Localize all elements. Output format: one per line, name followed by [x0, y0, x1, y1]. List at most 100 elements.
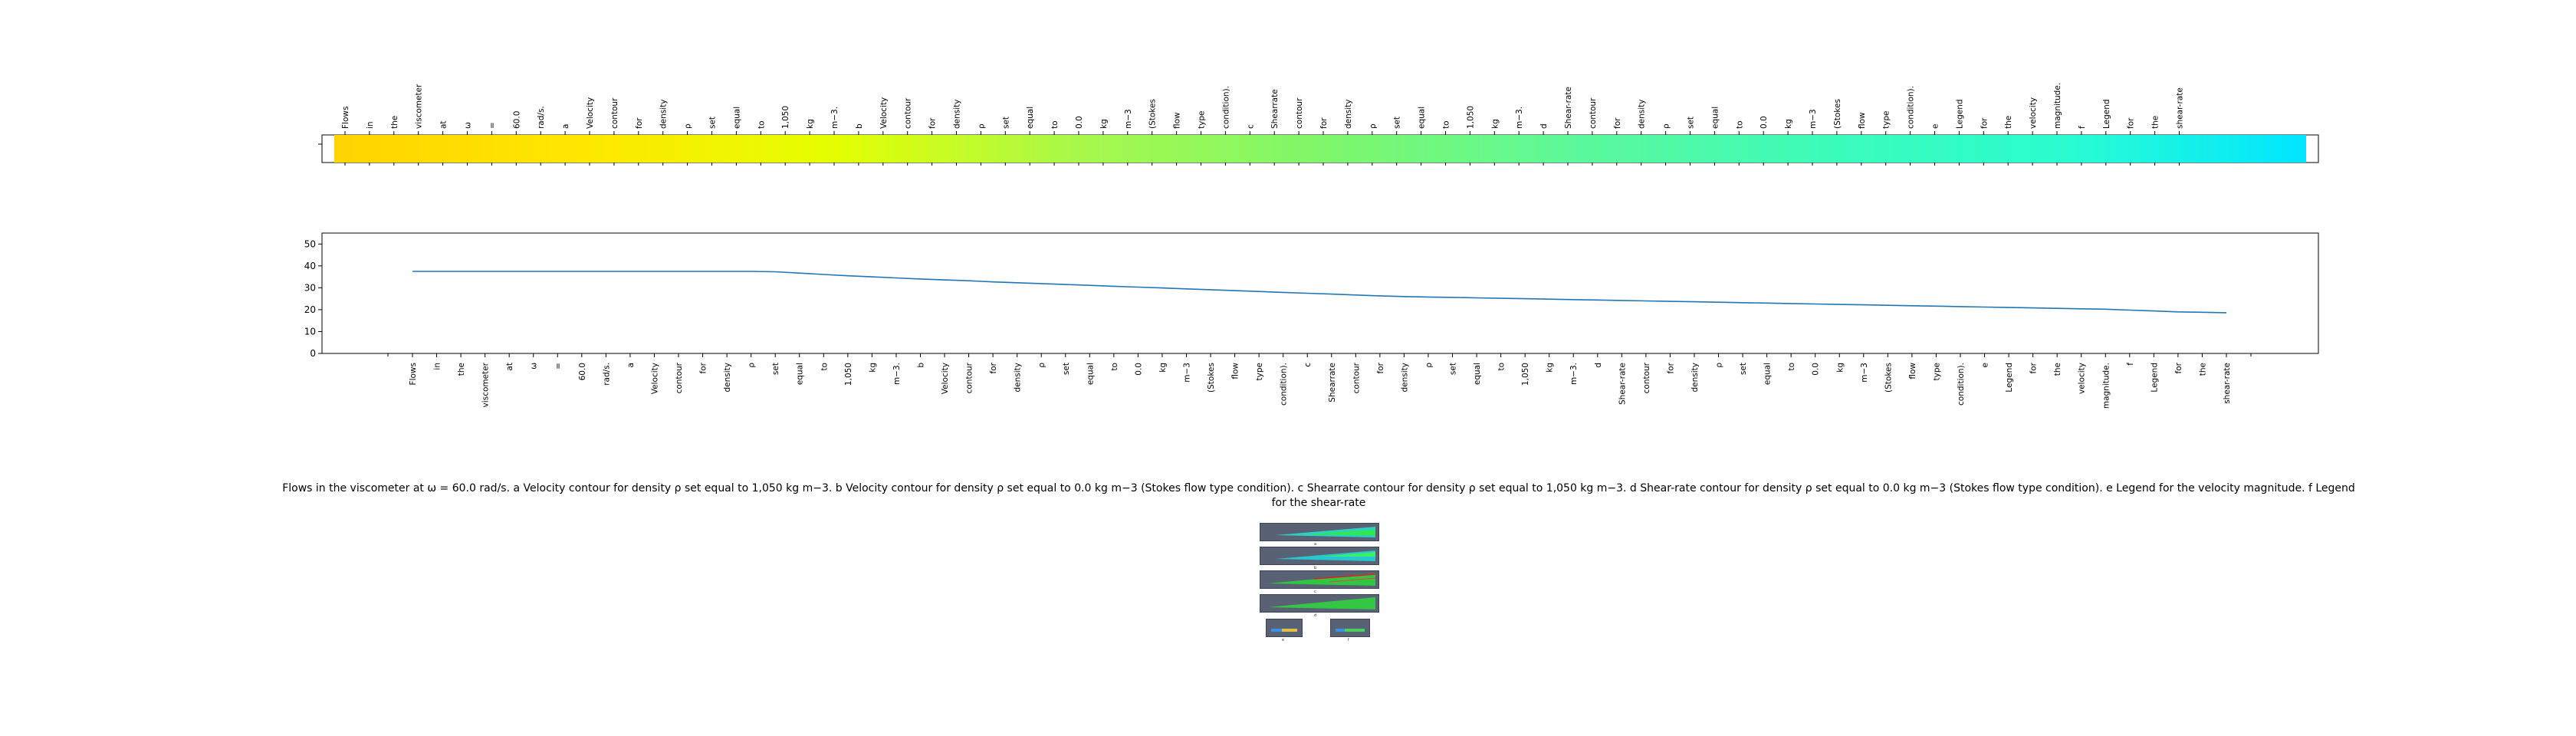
series-point — [944, 279, 945, 281]
colorbar-tick-label: Legend — [1955, 99, 1964, 129]
series-point — [436, 271, 438, 272]
x-tick-label: density — [1014, 363, 1023, 393]
plot-frame — [321, 232, 2319, 354]
thumbnail-contour-d — [1268, 597, 1375, 610]
y-tick-label: 0 — [310, 348, 316, 359]
series-point — [1694, 301, 1695, 303]
x-tick-label: set — [1739, 363, 1748, 375]
colorbar-tick-label: f — [2078, 126, 2087, 129]
x-tick-label: 60.0 — [578, 363, 587, 380]
panel-label-a: a — [1314, 542, 1317, 547]
figure-caption: Flows in the viscometer at ω = 60.0 rad/… — [282, 482, 2355, 509]
thumbnail-contour-a — [1276, 527, 1375, 537]
y-tick-label: 30 — [304, 282, 316, 293]
thumbnail-legend-velocity — [1266, 619, 1303, 637]
colorbar-tick-label: m−3 — [1809, 109, 1818, 129]
panel-label-c: c — [1314, 590, 1316, 594]
colorbar-tick-label: to — [1735, 120, 1744, 129]
series-point — [992, 281, 994, 283]
series-point — [1524, 298, 1526, 300]
colorbar-tick-label: to — [1050, 120, 1060, 129]
colorbar-tick-label: Velocity — [879, 97, 889, 129]
colorbar-tick-label: condition). — [1221, 86, 1230, 129]
x-tick-label: kg — [868, 363, 877, 373]
x-tick-label: for — [1666, 362, 1675, 373]
x-tick-label: equal — [1086, 363, 1095, 385]
colorbar-gradient — [334, 135, 2306, 163]
x-tick-label: type — [1932, 363, 1941, 380]
series-point — [751, 271, 752, 272]
colorbar-tick-label: the — [2004, 116, 2013, 129]
series-point — [1138, 287, 1139, 288]
line-chart-panel: 0 10 20 30 40 50 Flows in the viscometer at ω = 60.0 r… — [304, 232, 2319, 409]
thumbnail-velocity-0 — [1260, 547, 1379, 565]
x-tick-label: set — [771, 363, 780, 375]
colorbar-tick-label: 1,050 — [1466, 106, 1475, 129]
colorbar-tick-label: equal — [1710, 107, 1720, 129]
series-point — [2154, 310, 2155, 312]
x-tick-label: Velocity — [941, 363, 950, 394]
colorbar-tick-label: for — [1613, 117, 1622, 129]
x-tick-label: Shearrate — [1328, 363, 1337, 402]
x-tick-label: ρ — [748, 363, 757, 368]
x-tick-label: in — [433, 363, 442, 370]
x-tick-label: rad/s. — [602, 363, 611, 386]
x-tick-label: m−3 — [1860, 363, 1869, 383]
thumbnail-contour-b — [1276, 550, 1375, 561]
colorbar-tick-label: e — [1931, 124, 1940, 129]
colorbar-tick-label: = — [488, 122, 497, 129]
colorbar-tick-label: equal — [1026, 107, 1035, 129]
colorbar-tick-label: equal — [732, 107, 741, 129]
series-point — [726, 271, 728, 272]
series-point — [2177, 311, 2179, 313]
series-point — [1283, 292, 1284, 294]
x-tick-label: d — [1594, 363, 1603, 368]
x-tick-label: for — [1376, 362, 1385, 373]
series-point — [2056, 307, 2058, 309]
colorbar-tick-label: (Stokes — [1148, 99, 1158, 129]
series-point — [508, 271, 510, 272]
y-tick-label: 20 — [304, 304, 316, 315]
colorbar-tick-label: velocity — [2029, 97, 2038, 129]
colorbar-tick-label: 60.0 — [512, 111, 521, 129]
colorbar-tick-label: Shearrate — [1270, 89, 1280, 129]
thumbnail-stack: a b c d e f — [1257, 521, 1388, 644]
series-point — [629, 271, 631, 272]
x-tick-label: shear-rate — [2223, 363, 2232, 404]
colorbar-tick-label: the — [2151, 116, 2160, 129]
x-tick-label: at — [505, 363, 514, 371]
series-point — [1428, 297, 1429, 298]
x-tick-label: type — [1255, 363, 1264, 380]
series-point — [1017, 282, 1018, 284]
colorbar-tick-label: ρ — [977, 123, 986, 129]
colorbar-tick-label: type — [1882, 111, 1891, 129]
colorbar-tick-label: density — [1344, 100, 1353, 130]
x-tick-label: for — [699, 362, 708, 373]
colorbar-tick-label: to — [1442, 120, 1451, 129]
x-tick-label: density — [723, 363, 732, 393]
colorbar-tick-label: density — [1638, 100, 1647, 130]
series-point — [1452, 297, 1454, 298]
colorbar-tick-label: contour — [610, 97, 619, 129]
x-tick-label: 1,050 — [1521, 363, 1530, 386]
x-tick-label: (Stokes — [1207, 363, 1216, 393]
series-point — [1162, 288, 1163, 289]
colorbar-tick-label: flow — [1173, 112, 1182, 129]
series-point — [1306, 293, 1308, 294]
colorbar-tick-label: set — [1687, 117, 1696, 129]
colorbar-tick-label: 0.0 — [1760, 116, 1769, 129]
series-point — [1670, 301, 1671, 302]
series-point — [1065, 284, 1066, 285]
series-point — [1766, 303, 1768, 304]
series-point — [1379, 295, 1381, 297]
x-tick-label: magnitude. — [2101, 363, 2111, 409]
colorbar-tick-label: c — [1246, 124, 1255, 129]
x-tick-label: Velocity — [650, 363, 659, 394]
colorbar-tick-label: for — [2127, 117, 2136, 129]
colorbar-tick-label: Legend — [2102, 99, 2111, 129]
x-tick-label: = — [554, 363, 563, 370]
colorbar-tick-label: ω — [464, 122, 473, 129]
series-point — [1718, 301, 1720, 303]
colorbar-tick-label: kg — [1099, 119, 1109, 129]
